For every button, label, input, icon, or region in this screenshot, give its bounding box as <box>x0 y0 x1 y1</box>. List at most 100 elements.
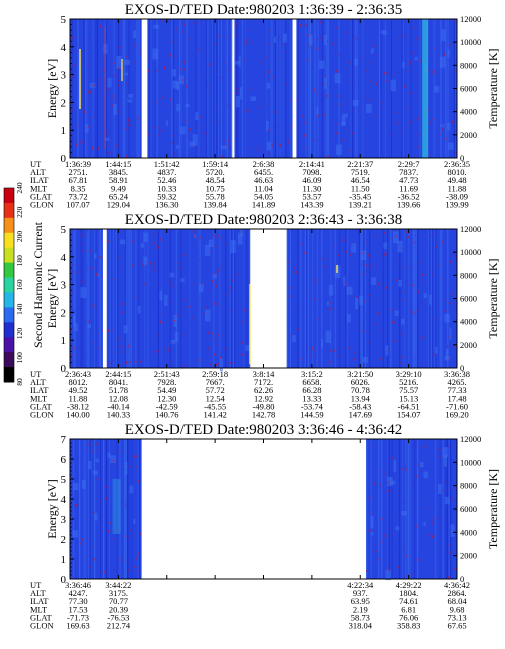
speckle <box>154 233 156 235</box>
texture-stripe <box>391 439 393 579</box>
speckle <box>93 511 95 514</box>
texture-blotch <box>316 106 319 117</box>
speckle <box>434 47 436 50</box>
texture-stripe <box>83 19 85 158</box>
speckle <box>380 486 382 488</box>
texture-stripe <box>300 229 302 368</box>
speckle <box>370 99 372 101</box>
orbit-value: 11.50 <box>351 183 370 193</box>
orbit-value: 65.24 <box>109 191 129 201</box>
orbit-value: 12.30 <box>157 393 176 403</box>
speckle <box>303 251 305 255</box>
orbit-value: 3:29:10 <box>396 369 422 379</box>
texture-stripe <box>103 439 105 579</box>
texture-blotch <box>221 145 227 150</box>
speckle <box>412 51 414 54</box>
texture-blotch <box>443 454 448 467</box>
speckle <box>397 19 399 22</box>
speckle <box>420 60 422 63</box>
speckle <box>218 120 220 122</box>
speckle <box>153 125 155 128</box>
speckle <box>133 61 135 64</box>
speckle <box>194 75 196 79</box>
speckle <box>346 31 348 34</box>
speckle <box>432 535 434 538</box>
speckle <box>113 571 115 574</box>
speckle <box>308 42 310 44</box>
speckle <box>395 122 397 125</box>
speckle <box>302 307 304 310</box>
speckle <box>250 88 252 90</box>
speckle <box>366 269 368 273</box>
speckle <box>198 48 200 52</box>
texture-blotch <box>350 243 357 253</box>
texture-stripe <box>207 19 209 158</box>
speckle <box>317 318 319 321</box>
texture-stripe <box>297 19 299 158</box>
texture-blotch <box>444 313 450 323</box>
speckle <box>414 102 416 104</box>
speckle <box>251 41 253 43</box>
colorbar-segment <box>4 247 14 264</box>
texture-stripe <box>131 439 133 579</box>
speckle <box>394 340 396 343</box>
speckle <box>203 132 205 135</box>
speckle <box>395 279 397 282</box>
y-axis-label-right: Temperature [K] <box>486 258 500 338</box>
speckle <box>76 36 78 39</box>
speckle <box>303 121 305 124</box>
speckle <box>183 141 185 144</box>
speckle <box>158 334 160 337</box>
speckle <box>117 257 119 259</box>
orbit-value: 141.89 <box>252 200 275 210</box>
orbit-value: 8012. <box>68 377 87 387</box>
speckle <box>216 284 218 287</box>
speckle <box>118 238 120 241</box>
orbit-value: 129.04 <box>107 200 131 210</box>
speckle <box>373 544 375 546</box>
speckle <box>388 349 390 351</box>
speckle <box>358 110 360 112</box>
speckle <box>405 468 407 471</box>
speckle <box>150 261 152 265</box>
speckle <box>130 125 132 128</box>
speckle <box>206 306 208 308</box>
texture-blotch <box>362 357 369 363</box>
speckle <box>405 466 407 469</box>
texture-blotch <box>107 77 112 88</box>
speckle <box>277 113 279 115</box>
texture-blotch <box>119 239 126 245</box>
texture-stripe <box>117 229 119 368</box>
texture-stripe <box>178 19 181 158</box>
speckle <box>401 356 403 359</box>
speckle <box>415 234 417 237</box>
speckle <box>389 132 391 136</box>
texture-stripe <box>94 229 96 368</box>
speckle <box>443 466 445 468</box>
speckle <box>74 346 76 349</box>
speckle <box>217 269 219 272</box>
texture-stripe <box>390 229 392 368</box>
speckle <box>180 267 182 270</box>
speckle <box>395 235 397 238</box>
texture-stripe <box>244 19 247 158</box>
speckle <box>132 229 134 231</box>
orbit-value: 139.66 <box>397 200 420 210</box>
speckle <box>260 60 262 63</box>
texture-stripe <box>186 19 188 158</box>
orbit-row-label: GLAT <box>30 612 53 622</box>
colorbar-tick-label: 200 <box>15 231 24 243</box>
speckle <box>153 261 155 265</box>
speckle <box>412 68 414 71</box>
speckle <box>147 134 149 136</box>
texture-blotch <box>320 338 324 349</box>
speckle <box>133 535 135 537</box>
texture-blotch <box>325 330 332 344</box>
speckle <box>217 34 219 38</box>
texture-blotch <box>193 234 197 239</box>
speckle <box>172 41 174 44</box>
speckle <box>82 538 84 541</box>
speckle <box>290 287 292 289</box>
speckle <box>412 573 414 576</box>
speckle <box>103 145 105 148</box>
